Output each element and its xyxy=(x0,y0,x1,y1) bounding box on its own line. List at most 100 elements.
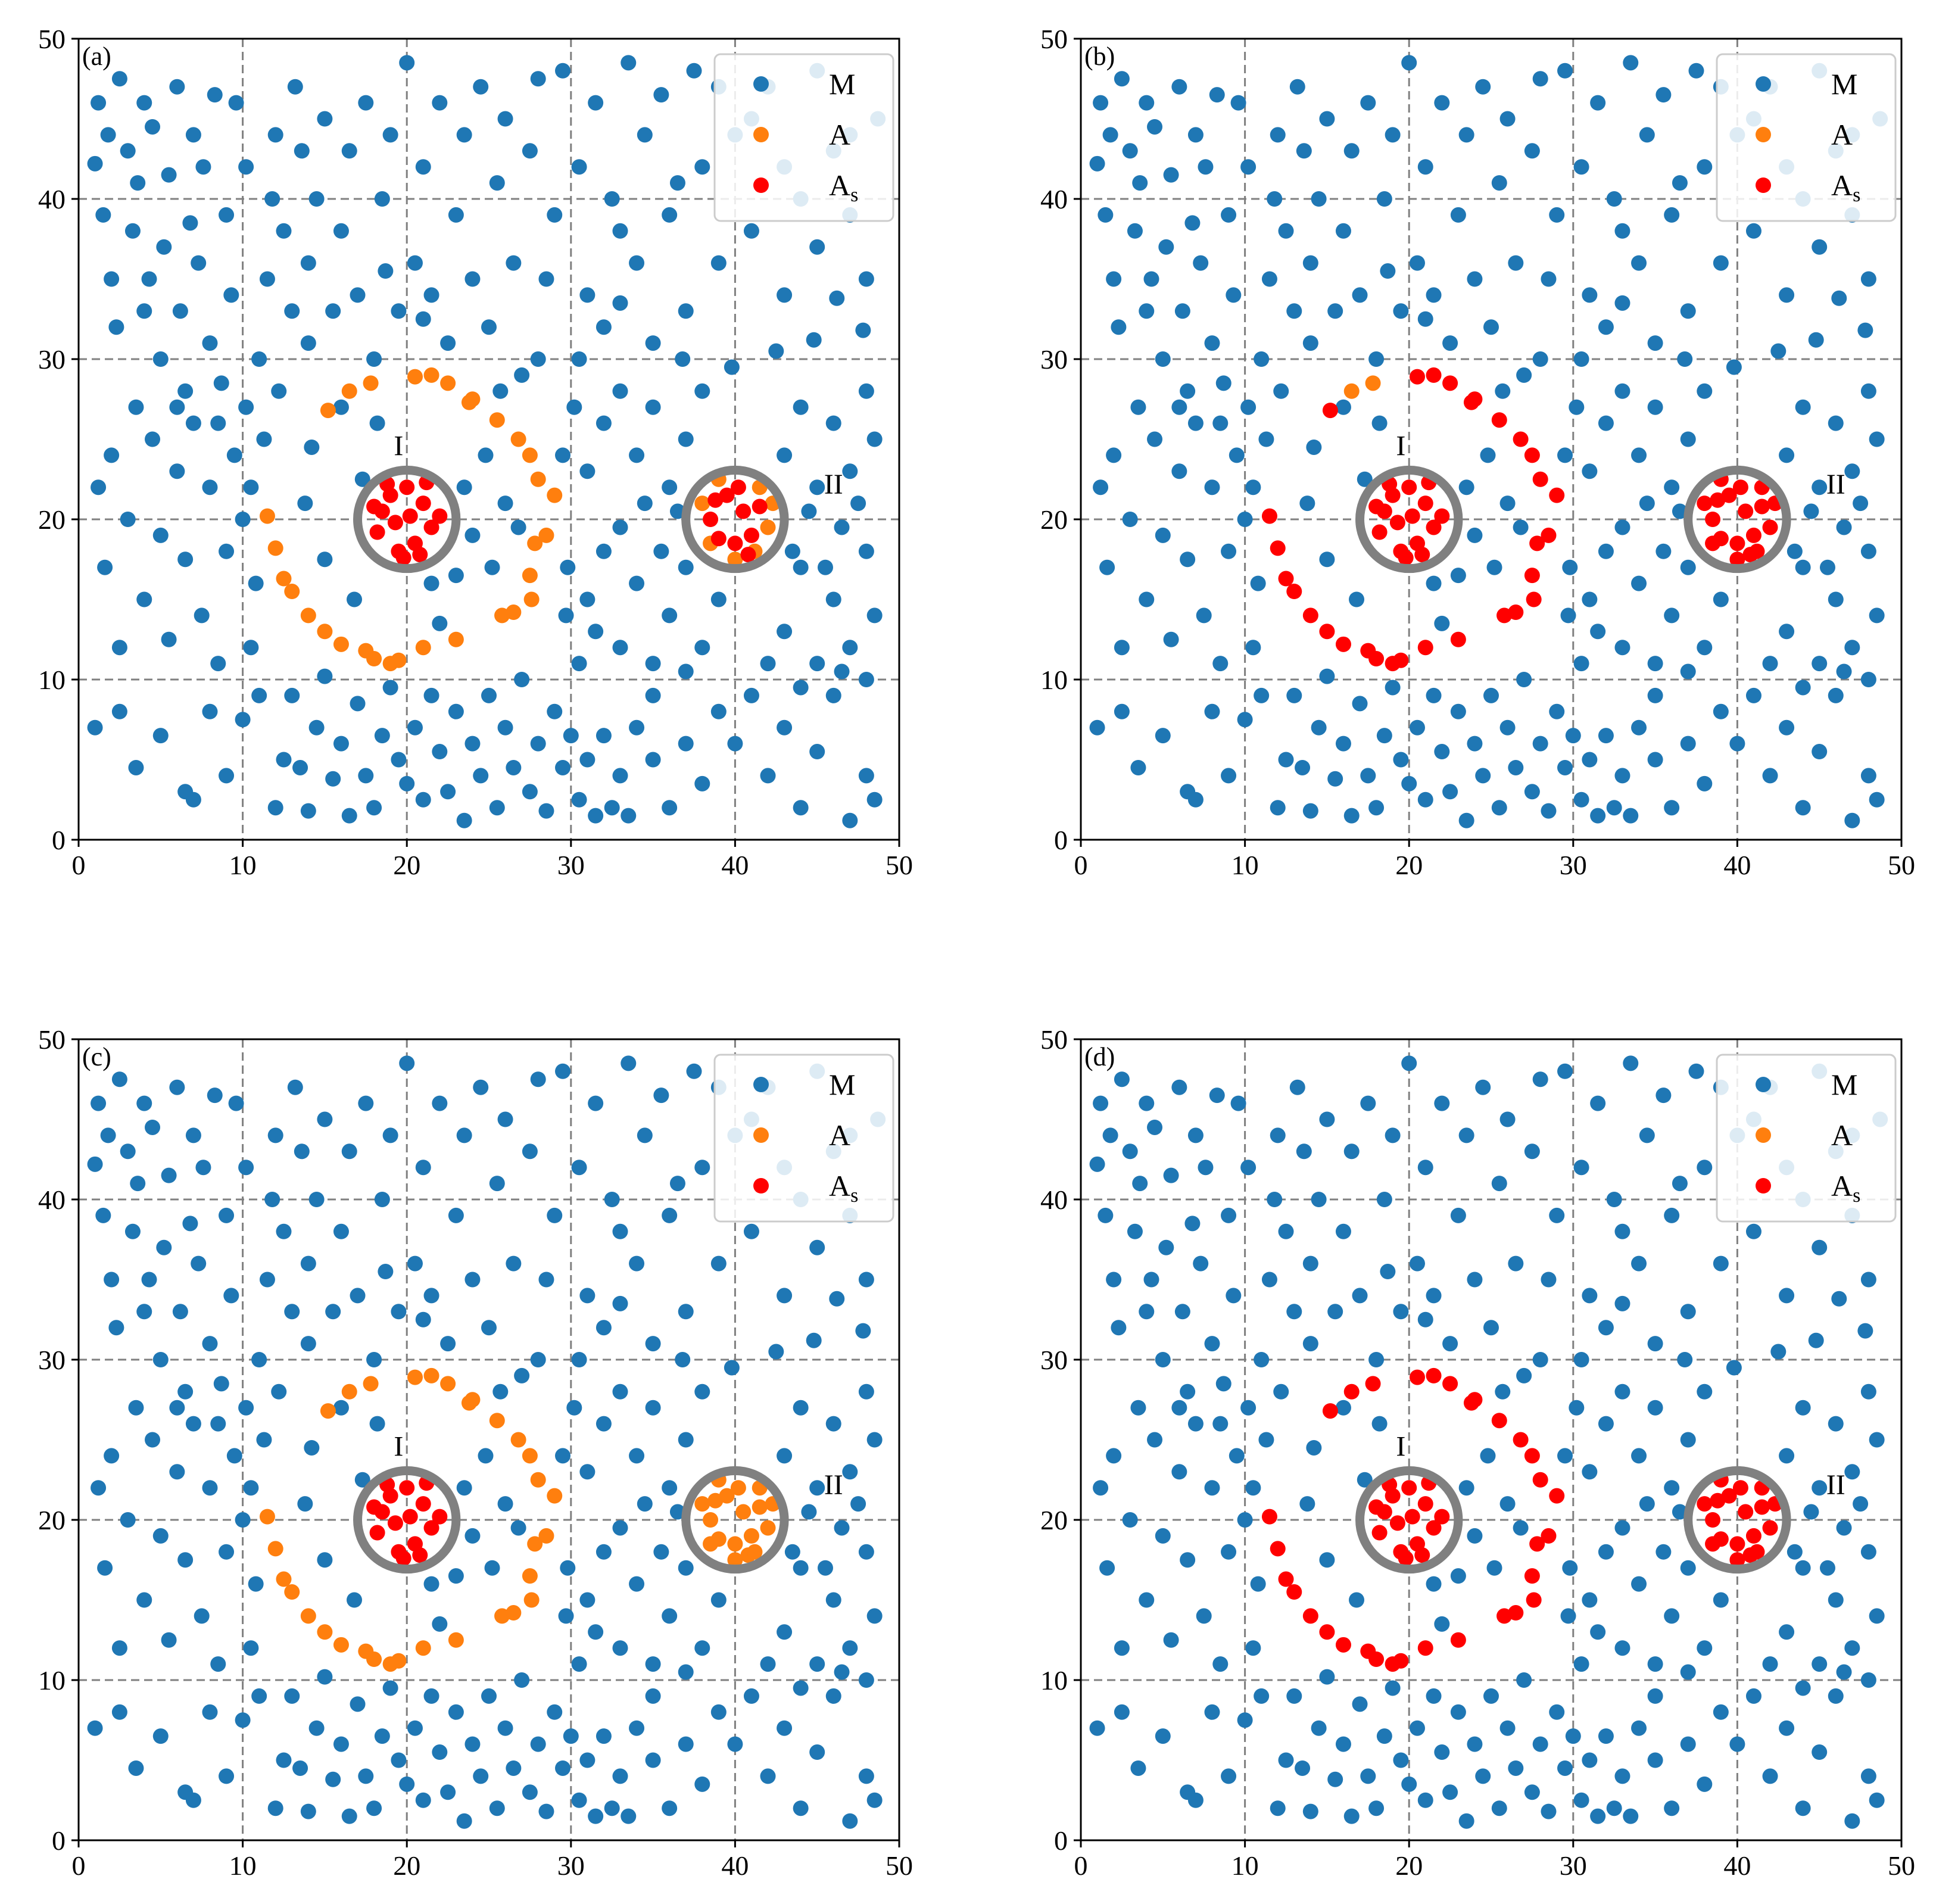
point-m xyxy=(1163,167,1179,183)
y-tick-label: 20 xyxy=(38,1505,66,1535)
point-m xyxy=(97,559,113,575)
point-m xyxy=(866,431,883,447)
point-m xyxy=(1565,728,1581,744)
point-as xyxy=(743,527,759,543)
region-circle-1 xyxy=(1355,1466,1463,1574)
point-m xyxy=(161,631,177,647)
point-m xyxy=(238,399,254,415)
point-m xyxy=(1844,1464,1860,1480)
point-m xyxy=(284,687,300,703)
point-m xyxy=(1860,543,1876,559)
point-m xyxy=(829,1291,845,1307)
point-m xyxy=(1812,744,1828,760)
point-m xyxy=(662,1608,678,1624)
point-a xyxy=(694,496,710,512)
point-m xyxy=(251,351,267,367)
point-m xyxy=(1745,687,1761,703)
point-m xyxy=(300,1803,316,1819)
point-m xyxy=(686,1063,702,1079)
point-m xyxy=(202,1336,218,1352)
point-as xyxy=(1508,1605,1524,1621)
point-a xyxy=(267,540,283,556)
point-m xyxy=(1647,399,1663,415)
point-m xyxy=(423,1576,439,1592)
point-m xyxy=(825,1416,841,1432)
point-as xyxy=(1745,527,1761,543)
point-a xyxy=(506,604,522,621)
point-m xyxy=(694,640,710,656)
point-as xyxy=(1286,1584,1302,1600)
point-m xyxy=(1573,1352,1589,1367)
point-m xyxy=(248,575,264,591)
point-m xyxy=(333,736,349,752)
point-m xyxy=(284,1688,300,1704)
point-m xyxy=(1237,1712,1253,1728)
point-m xyxy=(1089,1720,1105,1736)
point-m xyxy=(1240,159,1257,175)
point-m xyxy=(177,383,194,399)
point-m xyxy=(1647,335,1663,351)
point-m xyxy=(1106,447,1122,463)
point-m xyxy=(1209,1087,1225,1104)
point-m xyxy=(136,95,152,111)
point-m xyxy=(1499,111,1516,127)
point-m xyxy=(1836,519,1852,535)
point-m xyxy=(645,399,661,415)
point-m xyxy=(1360,1768,1376,1784)
point-m xyxy=(97,1560,113,1576)
point-m xyxy=(1483,319,1499,335)
point-m xyxy=(407,719,423,736)
point-m xyxy=(399,55,415,71)
point-m xyxy=(1697,1640,1713,1656)
point-m xyxy=(1311,191,1327,207)
point-m xyxy=(858,768,874,784)
point-m xyxy=(456,1127,472,1143)
point-m xyxy=(858,672,874,687)
point-m xyxy=(629,447,645,463)
point-m xyxy=(858,1768,874,1784)
point-as xyxy=(1532,1472,1548,1488)
point-m xyxy=(300,1336,316,1352)
point-m xyxy=(1770,343,1787,359)
point-m xyxy=(1261,1272,1277,1288)
point-m xyxy=(1258,431,1274,447)
point-m xyxy=(1569,1400,1585,1416)
point-a xyxy=(440,375,456,391)
axes-frame xyxy=(1080,38,1903,841)
point-m xyxy=(662,607,678,624)
point-a xyxy=(547,1488,563,1504)
point-as xyxy=(1529,1536,1545,1552)
point-m xyxy=(637,1127,653,1143)
point-m xyxy=(130,175,146,191)
point-m xyxy=(456,479,472,496)
point-m xyxy=(391,752,407,768)
point-m xyxy=(538,1272,554,1288)
point-m xyxy=(473,768,489,784)
point-as xyxy=(1732,479,1748,496)
legend-marker-as xyxy=(1756,1178,1771,1193)
point-m xyxy=(423,1288,439,1304)
point-m xyxy=(1745,1223,1761,1239)
point-m xyxy=(1524,143,1540,159)
point-m xyxy=(1795,559,1811,575)
point-m xyxy=(297,496,313,512)
point-m xyxy=(202,335,218,351)
point-m xyxy=(1828,415,1844,431)
point-m xyxy=(1614,768,1630,784)
point-m xyxy=(1187,791,1204,808)
point-m xyxy=(694,383,710,399)
point-m xyxy=(1787,1544,1803,1560)
point-m xyxy=(484,1560,500,1576)
point-m xyxy=(793,559,809,575)
point-m xyxy=(579,1464,596,1480)
point-m xyxy=(1614,1768,1630,1784)
point-as xyxy=(432,508,448,524)
point-m xyxy=(579,1288,596,1304)
point-m xyxy=(1215,1376,1231,1392)
point-m xyxy=(1779,287,1795,303)
y-tick-label: 20 xyxy=(1040,504,1068,535)
point-m xyxy=(1590,808,1606,824)
point-m xyxy=(308,191,325,207)
point-m xyxy=(304,1439,320,1456)
point-m xyxy=(1582,752,1598,768)
